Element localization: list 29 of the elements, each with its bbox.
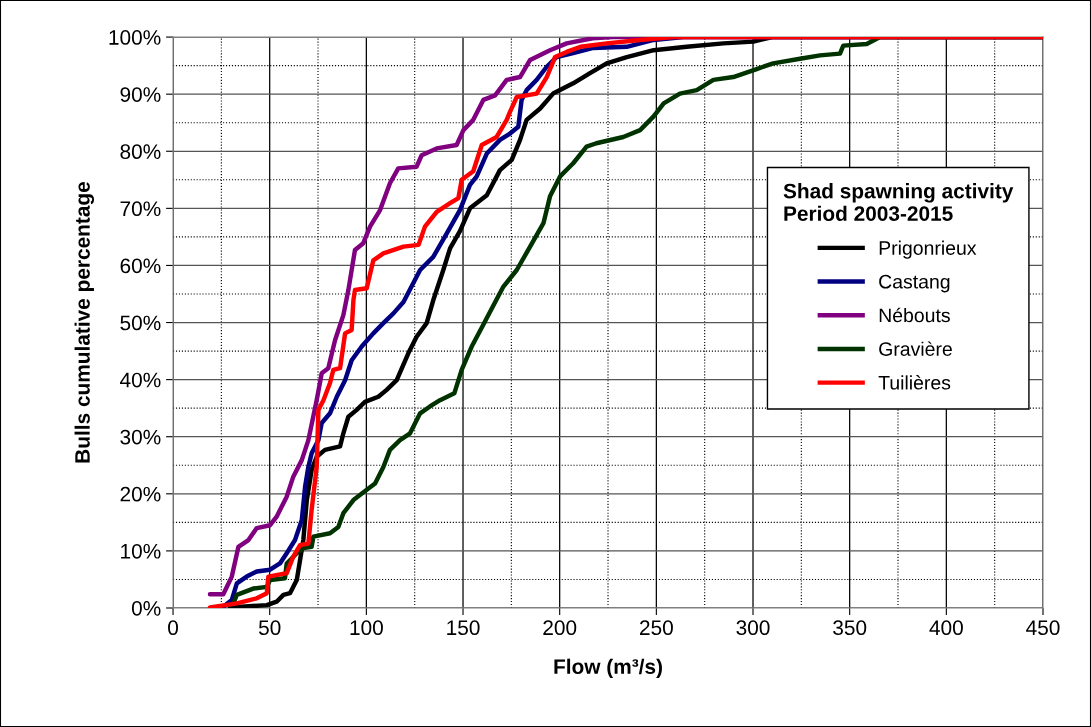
x-tick-label: 450 bbox=[1026, 620, 1060, 636]
y-tick-label: 60% bbox=[120, 258, 161, 274]
x-tick-label: 50 bbox=[258, 620, 281, 636]
x-tick-label: 0 bbox=[168, 620, 179, 636]
x-tick-label: 150 bbox=[447, 620, 480, 636]
y-axis-title: Bulls cumulative percentage bbox=[74, 181, 95, 463]
y-tick-label: 30% bbox=[120, 429, 161, 445]
legend-label: Gravière bbox=[879, 341, 952, 356]
y-tick-label: 10% bbox=[121, 543, 161, 559]
x-tick-label: 300 bbox=[736, 620, 770, 636]
legend-label: Prigonrieux bbox=[879, 240, 977, 259]
y-tick-label: 50% bbox=[120, 315, 161, 331]
x-tick-label: 350 bbox=[833, 620, 867, 636]
y-tick-label: 80% bbox=[120, 144, 161, 160]
legend-title: Shad spawning activity Period 2003-2015 bbox=[783, 183, 1014, 221]
x-axis-title: Flow (m³/s) bbox=[554, 658, 662, 679]
y-tick-label: 90% bbox=[120, 87, 161, 102]
x-tick-label: 250 bbox=[640, 620, 673, 636]
legend-label: Nébouts bbox=[879, 307, 950, 323]
y-tick-label: 70% bbox=[120, 201, 161, 217]
y-tick-label: 20% bbox=[120, 486, 161, 502]
x-tick-label: 100 bbox=[350, 620, 383, 636]
y-tick-label: 100% bbox=[109, 30, 161, 45]
y-tick-label: 0% bbox=[131, 600, 161, 616]
y-tick-label: 40% bbox=[120, 372, 161, 388]
legend-label: Tuilières bbox=[878, 375, 951, 390]
x-tick-label: 200 bbox=[543, 620, 577, 636]
legend-label: Castang bbox=[879, 274, 950, 293]
x-tick-label: 400 bbox=[929, 620, 963, 636]
